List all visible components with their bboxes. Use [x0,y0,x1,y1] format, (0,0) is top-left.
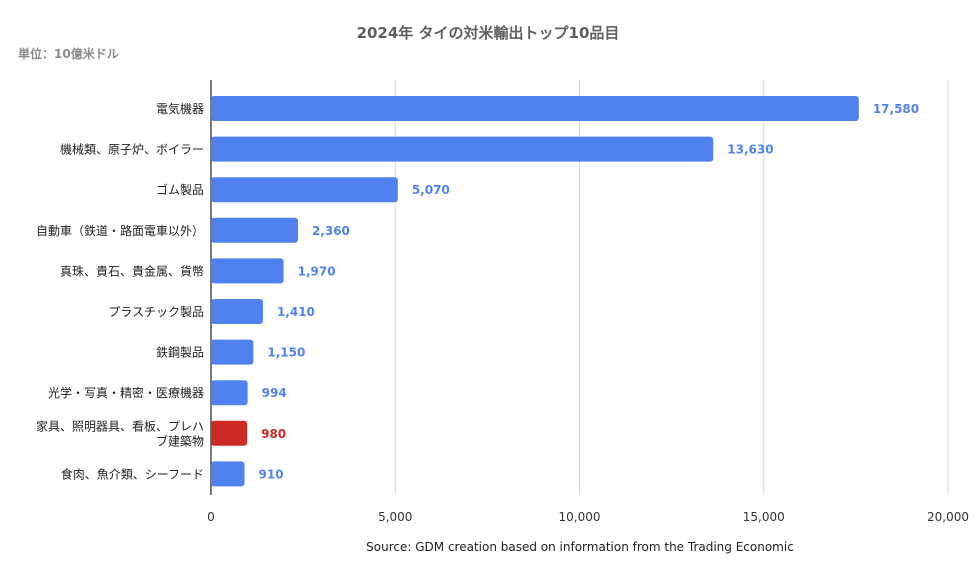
category-label: 食肉、魚介類、シーフード [61,466,204,481]
category-label: プラスチック製品 [108,305,204,319]
category-label: 家具、照明器具、看板、プレハブ建築物 [36,418,204,448]
value-label: 1,150 [267,346,305,360]
unit-label: 単位：10億米ドル [18,47,119,61]
value-label: 17,580 [873,102,919,116]
bar [211,299,263,324]
x-tick-label: 10,000 [559,510,601,524]
x-tick-label: 0 [207,510,215,524]
value-label: 994 [262,386,287,400]
bar [211,217,298,243]
value-label: 2,360 [312,224,350,238]
category-label: 鉄鋼製品 [156,345,204,360]
value-label: 1,410 [277,305,315,319]
value-label: 910 [259,467,284,481]
bar [211,461,245,487]
category-label: 真珠、貴石、貴金属、貨幣 [60,263,204,278]
source-note: Source: GDM creation based on informatio… [366,540,794,554]
bar [211,136,714,162]
value-label: 980 [261,427,286,441]
x-tick-label: 15,000 [743,510,785,524]
category-label: 機械類、原子炉、ボイラー [60,142,204,157]
value-label: 5,070 [412,183,450,197]
category-label: ゴム製品 [156,182,204,197]
category-label: 光学・写真・精密・医療機器 [48,385,204,400]
bar [211,96,859,121]
x-tick-label: 5,000 [378,510,412,524]
bar [211,380,248,406]
x-tick-label: 20,000 [927,510,969,524]
chart-title: 2024年 タイの対米輸出トップ10品目 [356,24,620,42]
bar [211,177,398,203]
bar [211,258,284,284]
bar [211,420,248,446]
category-label: 電気機器 [156,101,204,116]
value-label: 1,970 [298,264,336,278]
value-label: 13,630 [727,143,773,157]
category-label: 自動車（鉄道・路面電車以外） [36,223,204,238]
bar [211,339,254,365]
